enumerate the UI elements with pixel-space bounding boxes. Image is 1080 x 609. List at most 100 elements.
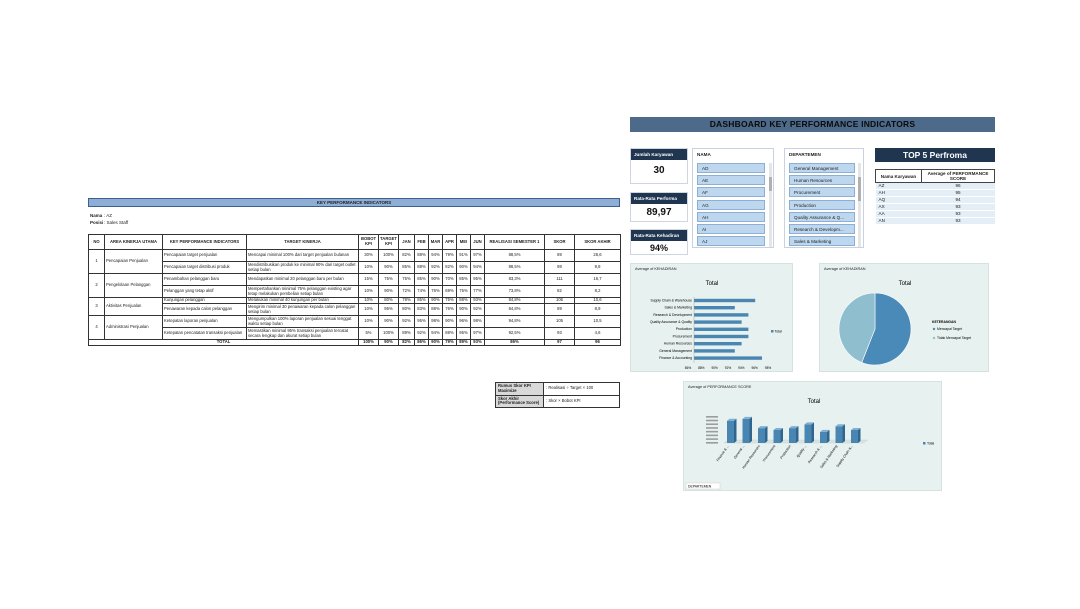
kpi-cell[interactable]: 93: [544, 327, 575, 340]
kpi-cell[interactable]: 105: [544, 315, 575, 328]
kpi-cell[interactable]: Aktivitas Penjualan: [104, 297, 163, 316]
total-cell[interactable]: 96: [574, 339, 621, 346]
kpi-cell[interactable]: Mengirim minimal 30 penawaran kepada cal…: [246, 303, 359, 316]
kpi-cell[interactable]: Pencapaian Penjualan: [104, 249, 163, 274]
slicer-item[interactable]: AH: [697, 211, 765, 222]
kpi-cell[interactable]: 76%: [428, 285, 443, 298]
kpi-cell[interactable]: 89: [544, 249, 575, 262]
kpi-cell[interactable]: 70%: [442, 273, 457, 286]
kpi-cell[interactable]: 83%: [414, 303, 429, 316]
kpi-cell[interactable]: 88,5%: [484, 261, 545, 274]
total-cell[interactable]: 89%: [456, 339, 471, 346]
kpi-cell[interactable]: Penambahan pelanggan baru: [162, 273, 247, 286]
kpi-cell[interactable]: 95%: [470, 273, 485, 286]
total-cell[interactable]: 100%: [358, 339, 379, 346]
kpi-cell[interactable]: 76%: [442, 303, 457, 316]
kpi-cell[interactable]: 10%: [358, 315, 379, 328]
kpi-cell[interactable]: 89: [544, 303, 575, 316]
kpi-cell[interactable]: 90%: [442, 315, 457, 328]
kpi-cell[interactable]: Mempertahankan minimal 75% pelanggan exi…: [246, 285, 359, 298]
bar[interactable]: [742, 418, 750, 443]
slicer-item[interactable]: Quality Assurance & Q...: [789, 211, 855, 222]
total-cell[interactable]: 97: [544, 339, 575, 346]
bar[interactable]: [727, 420, 734, 443]
kpi-cell[interactable]: 85%: [398, 261, 415, 274]
kpi-cell[interactable]: 90%: [378, 261, 399, 274]
axis-field-button[interactable]: [685, 482, 721, 490]
bar[interactable]: [694, 320, 742, 324]
kpi-cell[interactable]: 94%: [428, 249, 443, 262]
total-cell[interactable]: 93%: [470, 339, 485, 346]
kpi-cell[interactable]: 79%: [442, 249, 457, 262]
kpi-cell[interactable]: Pengelolaan Pelanggan: [104, 273, 163, 298]
kpi-cell[interactable]: 2: [88, 273, 105, 298]
kpi-cell[interactable]: 100%: [378, 249, 399, 262]
bar[interactable]: [694, 313, 749, 317]
kpi-cell[interactable]: 3: [88, 297, 105, 316]
slicer-item[interactable]: Procurement: [789, 187, 855, 198]
slicer-scroll-thumb[interactable]: [858, 177, 861, 201]
kpi-cell[interactable]: Pencapaian target distribusi produk: [162, 261, 247, 274]
kpi-cell[interactable]: 4: [88, 315, 105, 340]
kpi-cell[interactable]: 84,8%: [484, 303, 545, 316]
kpi-cell[interactable]: 26,6: [574, 249, 621, 262]
kpi-cell[interactable]: 94,8%: [484, 315, 545, 328]
kpi-cell[interactable]: 95%: [414, 315, 429, 328]
total-cell[interactable]: 90%: [378, 339, 399, 346]
kpi-cell[interactable]: Mengumpulkan 100% laporan penjualan sesu…: [246, 315, 359, 328]
bar[interactable]: [694, 306, 735, 310]
kpi-cell[interactable]: 75%: [456, 285, 471, 298]
kpi-cell[interactable]: 72%: [398, 285, 415, 298]
kpi-cell[interactable]: 92%: [428, 261, 443, 274]
kpi-cell[interactable]: 98: [544, 261, 575, 274]
bar[interactable]: [820, 431, 827, 443]
kpi-cell[interactable]: 10%: [358, 303, 379, 316]
kpi-cell[interactable]: 75%: [378, 273, 399, 286]
bar[interactable]: [694, 334, 749, 339]
bar[interactable]: [694, 356, 762, 360]
kpi-cell[interactable]: 111: [544, 273, 575, 286]
slicer-scrollbar[interactable]: [858, 163, 861, 247]
kpi-cell[interactable]: 85%: [414, 273, 429, 286]
total-cell[interactable]: 86%: [414, 339, 429, 346]
kpi-cell[interactable]: 100%: [378, 327, 399, 340]
kpi-cell[interactable]: 88%: [442, 327, 457, 340]
kpi-cell[interactable]: 96%: [456, 315, 471, 328]
kpi-cell[interactable]: 10%: [358, 261, 379, 274]
kpi-cell[interactable]: 82%: [442, 261, 457, 274]
bar[interactable]: [694, 298, 756, 303]
kpi-cell[interactable]: 8,9: [574, 303, 621, 316]
kpi-cell[interactable]: 5%: [358, 327, 379, 340]
total-cell[interactable]: 90%: [428, 339, 443, 346]
slicer-item[interactable]: General Management: [789, 163, 855, 173]
slicer-item[interactable]: Research & Developm...: [789, 224, 855, 234]
kpi-cell[interactable]: 89%: [398, 327, 415, 340]
slicer-item[interactable]: AE: [697, 175, 765, 186]
kpi-cell[interactable]: 85%: [456, 273, 471, 286]
kpi-cell[interactable]: Ketepatan laporan penjualan: [162, 315, 247, 328]
kpi-cell[interactable]: 98%: [470, 315, 485, 328]
slicer-item[interactable]: Human Resources: [789, 175, 855, 186]
kpi-cell[interactable]: 10,5: [574, 315, 621, 328]
kpi-cell[interactable]: 92%: [414, 327, 429, 340]
chart-kehadiran-pie-panel[interactable]: Average of KEHADIRAN Total KETERANGAN Menc…: [819, 263, 989, 372]
bar[interactable]: [851, 430, 858, 443]
slicer-scroll-thumb[interactable]: [769, 177, 772, 191]
kpi-cell[interactable]: 75%: [398, 273, 415, 286]
kpi-cell[interactable]: 92,5%: [484, 327, 545, 340]
kpi-cell[interactable]: 94%: [428, 327, 443, 340]
kpi-cell[interactable]: 80%: [398, 303, 415, 316]
kpi-cell[interactable]: Pelanggan yang tetap aktif: [162, 285, 247, 298]
kpi-cell[interactable]: 91%: [456, 249, 471, 262]
kpi-cell[interactable]: Mencapai minimal 100% dari target penjua…: [246, 249, 359, 262]
kpi-cell[interactable]: 90%: [378, 315, 399, 328]
pie-slice[interactable]: [861, 292, 912, 366]
bar[interactable]: [694, 327, 749, 331]
kpi-cell[interactable]: 77%: [470, 285, 485, 298]
kpi-cell[interactable]: 9,8: [574, 261, 621, 274]
bar[interactable]: [789, 428, 796, 443]
slicer-item[interactable]: Production: [789, 199, 855, 210]
chart-performance-bar-panel[interactable]: Average of PERFORMANCE SCORE Total Financ…: [683, 381, 942, 491]
kpi-cell[interactable]: 1: [88, 249, 105, 274]
slicer-item[interactable]: AF: [697, 187, 765, 198]
